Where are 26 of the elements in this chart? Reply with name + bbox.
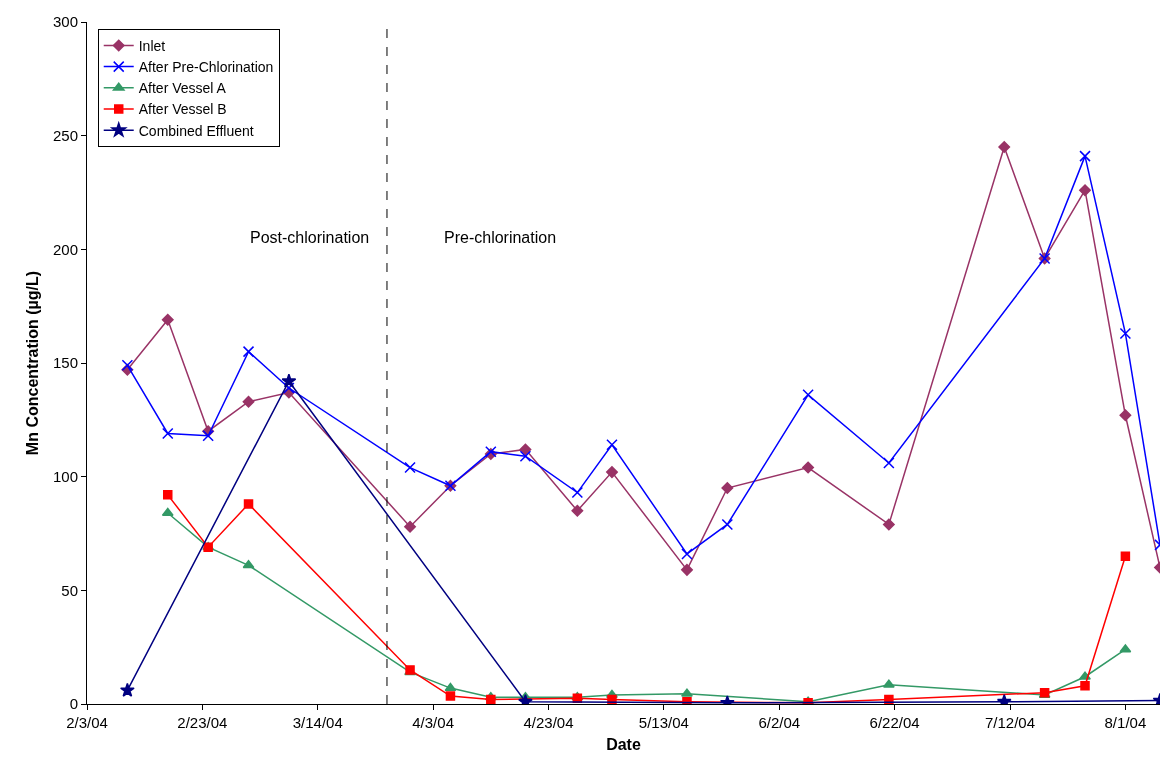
- legend-label: Inlet: [138, 37, 166, 54]
- x-tick-label: 4/23/04: [523, 714, 574, 731]
- x-tick-label: 7/12/04: [984, 714, 1036, 731]
- x-tick-label: 6/22/04: [869, 714, 920, 731]
- x-tick-label: 2/23/04: [177, 714, 228, 731]
- x-tick-label: 8/1/04: [1104, 714, 1147, 731]
- x-tick-label: 3/14/04: [292, 714, 343, 731]
- legend-label: After Vessel B: [138, 101, 227, 118]
- x-tick-label: 2/3/04: [66, 714, 108, 731]
- y-tick-label: 250: [52, 126, 78, 144]
- y-tick-label: 150: [52, 354, 78, 372]
- annotation: Post-chlorination: [250, 229, 370, 246]
- x-axis-title: Date: [606, 735, 641, 753]
- y-tick-label: 200: [52, 240, 78, 258]
- y-tick-label: 50: [61, 581, 78, 599]
- y-axis-title: Mn Concentration (µg/L): [23, 270, 41, 456]
- x-tick-label: 4/3/04: [412, 714, 454, 731]
- legend-label: Combined Effluent: [138, 122, 254, 139]
- y-tick-label: 100: [52, 467, 78, 485]
- y-tick-label: 0: [69, 695, 78, 713]
- x-tick-label: 6/2/04: [758, 714, 801, 731]
- annotation: Pre-chlorination: [444, 229, 557, 246]
- y-tick-label: 300: [52, 13, 78, 31]
- legend-label: After Pre-Chlorination: [138, 59, 274, 76]
- legend-label: After Vessel A: [138, 80, 227, 97]
- x-tick-label: 5/13/04: [638, 714, 689, 731]
